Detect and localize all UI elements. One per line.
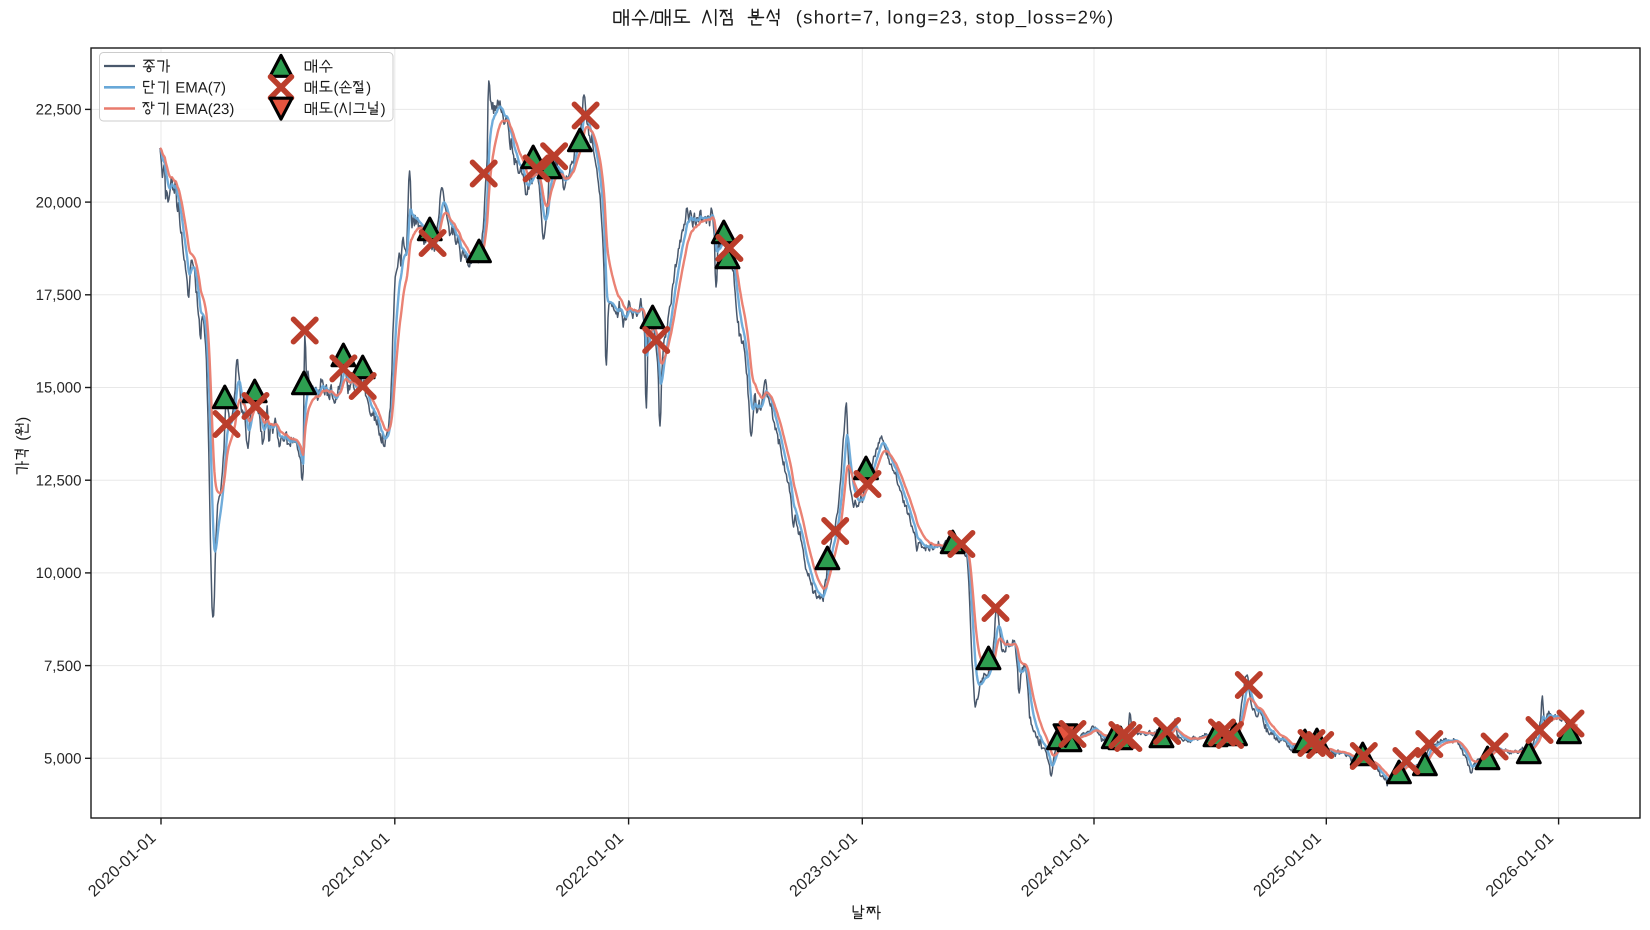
svg-text:(: ( [334,101,339,118]
svg-text:12,500: 12,500 [36,472,82,489]
svg-text:22,500: 22,500 [36,102,82,119]
svg-text:(: ( [14,435,31,441]
svg-text:EMA(7): EMA(7) [175,80,226,97]
svg-text:): ) [366,80,371,97]
svg-text:10,000: 10,000 [36,565,82,582]
svg-text:7,500: 7,500 [44,658,82,675]
svg-text:): ) [381,101,386,118]
svg-text:(short=7, long=23, stop_loss=2: (short=7, long=23, stop_loss=2%) [796,7,1115,28]
svg-text:/: / [650,8,655,28]
svg-text:5,000: 5,000 [44,751,82,768]
svg-text:EMA(23): EMA(23) [175,101,234,118]
svg-text:20,000: 20,000 [36,194,82,211]
svg-text:): ) [14,417,31,422]
svg-text:(: ( [334,80,339,97]
svg-text:17,500: 17,500 [36,287,82,304]
svg-text:15,000: 15,000 [36,380,82,397]
